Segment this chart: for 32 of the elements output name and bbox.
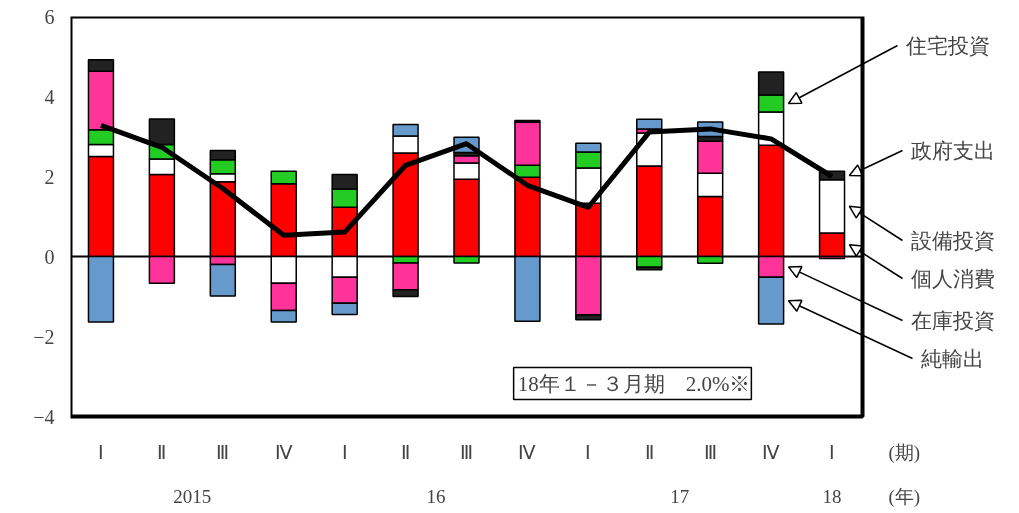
text: 個人消費: [910, 266, 995, 291]
x-tick-label: Ⅳ: [274, 442, 293, 463]
x-tick-label: Ⅲ: [460, 442, 473, 463]
x-tick-label: Ⅳ: [518, 442, 537, 463]
x-tick-label: Ⅳ: [762, 442, 781, 463]
legend-label: 政府支出: [910, 138, 995, 163]
text: 16: [426, 486, 446, 507]
text: 18: [822, 486, 842, 507]
y-tick-label: −2: [33, 325, 55, 348]
text: (年): [888, 486, 921, 508]
text: 17: [670, 486, 690, 507]
x-tick-label: Ⅱ: [401, 442, 411, 463]
x-tick-label: Ⅰ: [585, 442, 592, 463]
y-tick-label: 2: [44, 165, 55, 188]
x-tick-label: Ⅰ: [341, 442, 348, 463]
text: 在庫投資: [910, 308, 995, 333]
x-tick-label: Ⅱ: [644, 442, 654, 463]
y-tick-label: −4: [33, 405, 55, 428]
y-tick-label: 4: [44, 85, 55, 108]
y-tick-label: 0: [44, 245, 55, 268]
annotation: 18年１－３月期 2.0%※: [517, 371, 751, 396]
x-tick-label: Ⅱ: [157, 442, 167, 463]
x-tick-label: Ⅰ: [97, 442, 104, 463]
text: 純輸出: [920, 346, 984, 371]
x-tick-label: Ⅰ: [829, 442, 836, 463]
x-axis-title: (期): [888, 442, 921, 464]
text: 2015: [173, 486, 212, 507]
legend-label: 設備投資: [910, 228, 995, 253]
x-tick-label: Ⅲ: [216, 442, 230, 463]
x-tick-label: Ⅲ: [703, 442, 717, 463]
y-tick-label: 6: [44, 5, 55, 28]
text: 住宅投資: [904, 33, 990, 58]
